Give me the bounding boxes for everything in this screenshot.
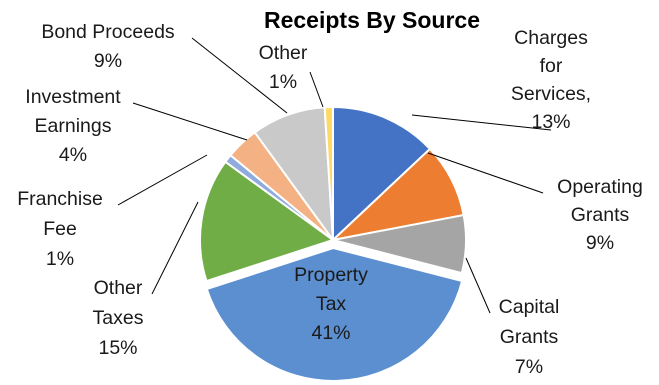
leader-line-5 bbox=[151, 201, 199, 295]
leader-line-6 bbox=[117, 154, 208, 206]
leader-line-3 bbox=[465, 257, 491, 314]
pie-slice-4 bbox=[205, 246, 464, 382]
slice-label-9: Other 1% bbox=[259, 42, 308, 93]
slice-label-line: Earnings bbox=[35, 115, 112, 137]
slice-label-line: Operating bbox=[557, 176, 643, 198]
pie-slice-9 bbox=[323, 105, 334, 241]
slice-label-line: Taxes bbox=[93, 307, 144, 329]
slice-label-line: 13% bbox=[531, 111, 570, 133]
slice-label-line: Property bbox=[294, 264, 368, 286]
leader-line-1 bbox=[411, 114, 552, 131]
leader-line-2 bbox=[427, 152, 544, 194]
chart-title: Receipts By Source bbox=[264, 7, 480, 33]
slice-label-line: 7% bbox=[515, 356, 543, 378]
slice-label-line: 1% bbox=[269, 71, 297, 93]
slice-label-line: Other bbox=[259, 42, 308, 64]
slice-label-line: 41% bbox=[311, 322, 350, 344]
slice-label-line: Grants bbox=[571, 204, 630, 226]
slice-label-line: Other bbox=[94, 277, 143, 299]
slice-label-line: 9% bbox=[586, 232, 614, 254]
slice-label-line: Franchise bbox=[17, 188, 103, 210]
slice-label-line: Fee bbox=[43, 218, 77, 240]
slice-labels: Charges for Services, 13% Operating Grants 9% C… bbox=[17, 21, 643, 378]
leader-line-7 bbox=[132, 102, 248, 141]
pie-slice-1 bbox=[332, 105, 432, 243]
slice-label-5: Other Taxes 15% bbox=[93, 277, 144, 359]
slice-label-line: Grants bbox=[500, 326, 559, 348]
slice-label-line: Tax bbox=[316, 293, 347, 315]
slice-label-7: Investment Earnings 4% bbox=[25, 86, 121, 166]
slice-label-2: Operating Grants 9% bbox=[557, 176, 643, 254]
slice-label-line: Bond Proceeds bbox=[41, 21, 175, 43]
pie-slices bbox=[199, 105, 467, 382]
slice-label-8: Bond Proceeds 9% bbox=[41, 21, 175, 72]
slice-label-3: Capital Grants 7% bbox=[499, 296, 560, 378]
slice-label-1: Charges for Services, 13% bbox=[511, 27, 591, 133]
leader-line-8 bbox=[191, 37, 288, 114]
slice-label-line: 1% bbox=[46, 248, 74, 270]
slice-label-line: Services, bbox=[511, 83, 591, 105]
pie-slice-3 bbox=[332, 213, 467, 275]
slice-label-4: Property Tax 41% bbox=[294, 264, 368, 344]
slice-label-line: for bbox=[540, 55, 563, 77]
slice-label-line: Charges bbox=[514, 27, 588, 49]
slice-label-line: 4% bbox=[59, 144, 87, 166]
pie-slice-5 bbox=[199, 160, 336, 283]
slice-label-line: Capital bbox=[499, 296, 560, 318]
slice-label-6: Franchise Fee 1% bbox=[17, 188, 103, 270]
leader-line-9 bbox=[309, 71, 324, 108]
slice-label-line: 9% bbox=[94, 50, 122, 72]
slice-label-line: Investment bbox=[25, 86, 121, 108]
slice-label-line: 15% bbox=[98, 337, 137, 359]
leader-lines bbox=[117, 37, 552, 314]
